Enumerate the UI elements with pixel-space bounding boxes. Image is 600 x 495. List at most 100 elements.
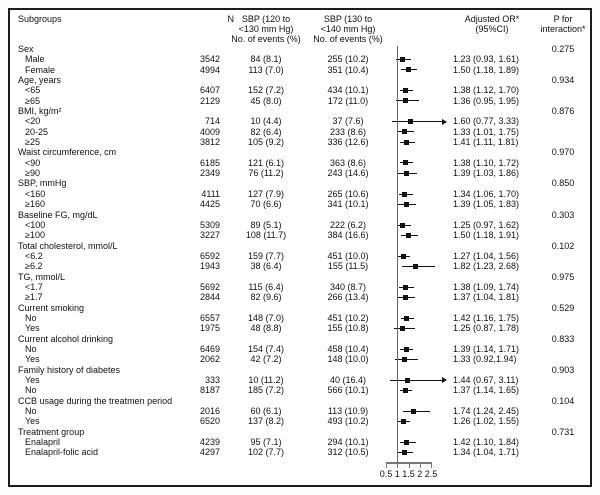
axis-tick bbox=[386, 462, 387, 468]
events-sbp120-value: 137 (8.2) bbox=[247, 416, 285, 427]
p-spacer bbox=[536, 54, 590, 64]
p-spacer bbox=[536, 65, 590, 75]
events-sbp120-value: 102 (7.7) bbox=[247, 447, 285, 458]
n-value: 3227 bbox=[199, 230, 220, 241]
events-sbp130-value: 243 (14.6) bbox=[327, 168, 369, 179]
events-sbp130-value: 294 (10.1) bbox=[327, 437, 369, 448]
subgroup-label: Sex bbox=[18, 44, 34, 54]
subgroup-item-label: Female bbox=[25, 64, 56, 75]
forest-cell bbox=[386, 116, 448, 126]
n-value: 6469 bbox=[199, 343, 220, 354]
n-value: 1943 bbox=[199, 261, 220, 272]
n-value: 4297 bbox=[199, 447, 220, 458]
n-value: 4111 bbox=[201, 188, 220, 199]
header-sbp-120: SBP (120 to <130 mm Hg) No. of events (%… bbox=[222, 14, 310, 45]
events-sbp130-value: 255 (10.2) bbox=[327, 54, 369, 65]
n-value: 714 bbox=[204, 116, 220, 127]
table-row: Enalapril-folic acid 4297 102 (7.7) 312 (10… bbox=[10, 447, 590, 457]
p-interaction-value: 0.731 bbox=[551, 426, 575, 437]
events-sbp120-value: 60 (6.1) bbox=[250, 406, 282, 417]
events-sbp130-value: 233 (8.6) bbox=[329, 126, 367, 137]
table-row: Baseline FG, mg/dL 0.303 bbox=[10, 210, 590, 220]
p-spacer bbox=[536, 292, 590, 302]
p-interaction-value: 0.303 bbox=[551, 209, 575, 220]
n-value: 2016 bbox=[199, 406, 220, 417]
p-spacer bbox=[536, 375, 590, 385]
subgroup-item-label: <100 bbox=[25, 219, 46, 230]
table-row: Yes 1975 48 (8.8) 155 (10.8) 1.25 (0.87, 1.7… bbox=[10, 323, 590, 333]
table-row: Male 3542 84 (8.1) 255 (10.2) 1.23 (0.93, 1.… bbox=[10, 54, 590, 64]
events-sbp120-value: 115 (6.4) bbox=[248, 281, 284, 292]
table-row: Yes 333 10 (11.2) 40 (16.4) 1.44 (0.67, 3.11… bbox=[10, 375, 590, 385]
header-n: N bbox=[227, 14, 235, 24]
axis-tick-label: 2 bbox=[417, 469, 423, 479]
p-spacer bbox=[536, 344, 590, 354]
table-row: Yes 2062 42 (7.2) 148 (10.0) 1.33 (0.92,1.94… bbox=[10, 354, 590, 364]
events-sbp130-value: 113 (10.9) bbox=[327, 406, 369, 417]
n-value: 8187 bbox=[199, 385, 220, 396]
or-point-marker bbox=[406, 232, 411, 238]
axis-tick-label: 0.5 bbox=[379, 469, 393, 479]
header-adjusted-or-line2: (95%CI) bbox=[475, 24, 509, 35]
axis-tick-label: 2.5 bbox=[424, 469, 438, 479]
or-ci-value: 1.37 (1.04, 1.81) bbox=[453, 292, 520, 303]
n-value: 6185 bbox=[199, 157, 220, 168]
table-row: <100 5309 89 (5.1) 222 (6.2) 1.25 (0.97, 1.6… bbox=[10, 220, 590, 230]
events-sbp130-value: 340 (8.7) bbox=[329, 281, 367, 292]
table-row: SBP, mmHg 0.850 bbox=[10, 178, 590, 188]
subgroup-item-label: Yes bbox=[25, 354, 40, 365]
or-point-marker bbox=[403, 284, 409, 290]
subgroup-item-label: Yes bbox=[25, 416, 40, 427]
table-row: ≥65 2129 45 (8.0) 172 (11.0) 1.36 (0.95, 1.9… bbox=[10, 96, 590, 106]
n-value: 4239 bbox=[199, 437, 220, 448]
subgroup-item-label: <65 bbox=[25, 85, 41, 96]
events-sbp130-value: 172 (11.0) bbox=[327, 95, 369, 106]
forest-cell bbox=[386, 354, 448, 364]
or-ci-value: 1.25 (0.97, 1.62) bbox=[453, 219, 520, 230]
header-sbp-130-line1: SBP (130 to bbox=[323, 14, 373, 24]
or-ci-value: 1.27 (1.04, 1.56) bbox=[453, 250, 520, 261]
n-value: 6520 bbox=[199, 416, 220, 427]
forest-cell bbox=[386, 65, 448, 75]
table-row: CCB usage during the treatmen period 0.10… bbox=[10, 396, 590, 406]
subgroup-item-label: No bbox=[25, 406, 37, 417]
or-point-marker bbox=[400, 419, 406, 425]
forest-cell bbox=[386, 437, 448, 447]
ci-arrow bbox=[442, 377, 447, 384]
n-value: 5692 bbox=[199, 281, 220, 292]
or-ci-value: 1.39 (1.03, 1.86) bbox=[453, 168, 520, 179]
axis-tick bbox=[397, 462, 399, 468]
axis-tick bbox=[431, 462, 432, 468]
subgroup-item-label: <6.2 bbox=[25, 250, 43, 261]
p-spacer bbox=[536, 323, 590, 333]
p-spacer bbox=[536, 230, 590, 240]
p-interaction-value: 0.934 bbox=[551, 75, 575, 86]
forest-cell bbox=[386, 313, 448, 323]
subgroup-item-label: ≥90 bbox=[25, 168, 40, 179]
or-ci-value: 1.82 (1.23, 2.68) bbox=[453, 261, 520, 272]
p-spacer bbox=[536, 127, 590, 137]
events-sbp130-value: 222 (6.2) bbox=[329, 219, 367, 230]
subgroup-item-label: <160 bbox=[25, 188, 46, 199]
or-ci-value: 1.33 (1.01, 1.75) bbox=[453, 126, 520, 137]
subgroup-item-label: ≥100 bbox=[25, 230, 45, 241]
events-sbp130-value: 155 (11.5) bbox=[327, 261, 369, 272]
or-point-marker bbox=[411, 408, 417, 414]
events-sbp130-value: 351 (10.4) bbox=[327, 64, 369, 75]
axis-tick-label: 1.5 bbox=[402, 469, 415, 479]
events-sbp130-value: 363 (8.6) bbox=[329, 157, 367, 168]
subgroup-item-label: Yes bbox=[25, 375, 40, 385]
p-spacer bbox=[536, 189, 590, 199]
p-interaction-value: 0.529 bbox=[551, 302, 575, 313]
events-sbp130-value: 37 (7.6) bbox=[332, 116, 364, 127]
forest-cell bbox=[386, 282, 448, 292]
axis-tick-label: 1 bbox=[394, 469, 400, 479]
subgroup-item-label: ≥6.2 bbox=[25, 261, 43, 272]
or-ci-value: 1.36 (0.95, 1.95) bbox=[453, 95, 520, 106]
table-row: <65 6407 152 (7.2) 434 (10.1) 1.38 (1.12, 1.… bbox=[10, 85, 590, 95]
or-ci-value: 1.38 (1.09, 1.74) bbox=[453, 281, 520, 292]
header-sbp-120-line1: SBP (120 to bbox=[241, 14, 291, 24]
n-value: 6557 bbox=[199, 312, 220, 323]
header-p-interaction: P for interaction* bbox=[536, 14, 590, 45]
